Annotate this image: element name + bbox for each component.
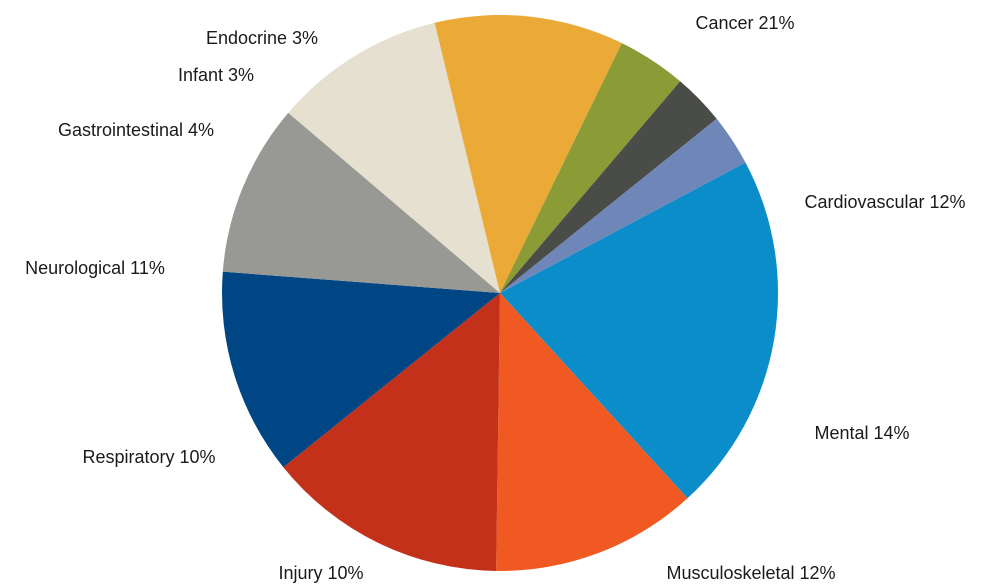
pie-slice-gastrointestinal: [500, 43, 681, 293]
slice-label-musculoskeletal: Musculoskeletal 12%: [666, 563, 835, 583]
pie-slice-cancer: [500, 162, 779, 499]
pie-slice-respiratory: [288, 22, 500, 293]
pie-slice-musculoskeletal: [221, 271, 500, 468]
slice-label-respiratory: Respiratory 10%: [82, 447, 215, 467]
slice-label-neurological: Neurological 11%: [25, 258, 165, 278]
slice-label-cancer: Cancer 21%: [695, 13, 794, 33]
slice-label-injury: Injury 10%: [278, 563, 363, 583]
pie-slice-injury: [222, 112, 500, 293]
slice-label-mental: Mental 14%: [814, 423, 909, 443]
slice-label-endocrine: Endocrine 3%: [206, 28, 318, 48]
pie-labels: Cancer 21% Cardiovascular 12% Mental 14% Mu…: [25, 13, 965, 583]
pie-slice-mental: [283, 293, 500, 571]
slice-label-infant: Infant 3%: [178, 65, 254, 85]
slice-label-cardiovascular: Cardiovascular 12%: [804, 192, 965, 212]
pie-slice-neurological: [434, 14, 622, 293]
pie-slice-cardiovascular: [496, 293, 688, 571]
pie-slices: [221, 14, 779, 571]
pie-slice-infant: [500, 81, 717, 293]
slice-label-gastrointestinal: Gastrointestinal 4%: [58, 120, 214, 140]
pie-slice-endocrine: [500, 118, 746, 293]
